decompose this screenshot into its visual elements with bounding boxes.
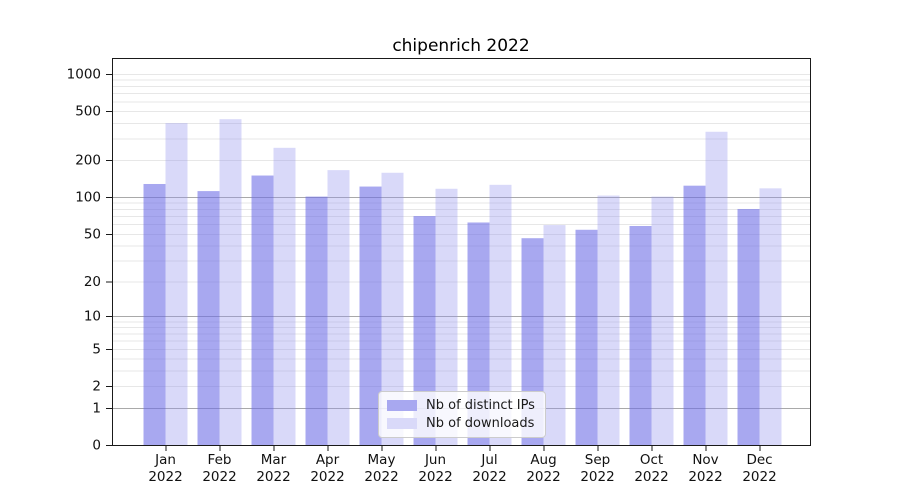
bar-downloads-nov [705,131,728,445]
bar-downloads-jan [165,123,188,446]
y-tick-label: 50 [84,226,101,242]
bar-downloads-jul [489,184,512,445]
legend-swatch-downloads-icon [387,418,417,429]
bar-distinct-ips-oct [629,226,652,445]
bar-distinct-ips-dec [737,208,760,445]
bar-distinct-ips-apr [305,196,328,445]
x-tick-label-dec: Dec 2022 [742,452,776,485]
x-tick-label-aug: Aug 2022 [526,452,560,485]
bar-downloads-aug [543,225,566,445]
y-tick-label: 500 [75,104,101,120]
legend-swatch-distinct-ips-icon [387,400,417,411]
y-tick-label: 0 [92,438,101,454]
y-tick-label: 20 [84,274,101,290]
x-tick-label-jul: Jul 2022 [472,452,506,485]
bar-downloads-mar [273,147,296,445]
x-tick-label-jan: Jan 2022 [148,452,182,485]
bar-downloads-jun [435,188,458,446]
bar-distinct-ips-jul [467,222,490,445]
x-tick-label-apr: Apr 2022 [310,452,344,485]
y-tick-label: 1 [92,400,101,416]
x-tick-label-may: May 2022 [364,452,398,485]
bar-distinct-ips-sep [575,229,598,445]
bar-distinct-ips-jan [143,183,166,446]
y-tick-label: 200 [75,153,101,169]
chart-title: chipenrich 2022 [392,36,530,56]
y-tick-label: 2 [92,378,101,394]
y-tick-label: 100 [75,190,101,206]
x-tick-label-jun: Jun 2022 [418,452,452,485]
plot-border [112,58,811,446]
y-tick-label: 10 [84,309,101,325]
x-tick-label-feb: Feb 2022 [202,452,236,485]
bar-distinct-ips-nov [683,185,706,445]
y-tick-label: 5 [92,341,101,357]
legend-item-distinct-ips: Nb of distinct IPs [387,399,545,412]
bar-distinct-ips-feb [197,191,220,445]
bar-downloads-dec [759,188,782,445]
x-tick-label-sep: Sep 2022 [580,452,614,485]
legend-label-distinct-ips: Nb of distinct IPs [426,398,535,413]
bar-distinct-ips-may [359,186,382,445]
bar-distinct-ips-mar [251,175,274,445]
legend: Nb of distinct IPs Nb of downloads [378,391,546,438]
bar-distinct-ips-jun [413,216,436,445]
bar-downloads-feb [219,119,242,446]
x-tick-label-mar: Mar 2022 [256,452,290,485]
bar-downloads-apr [327,170,350,445]
y-tick-label: 1000 [67,66,101,82]
x-tick-label-nov: Nov 2022 [688,452,722,485]
bar-downloads-sep [597,195,620,445]
x-tick-label-oct: Oct 2022 [634,452,668,485]
bar-downloads-oct [651,196,674,445]
bar-downloads-may [381,172,404,445]
legend-label-downloads: Nb of downloads [426,416,535,431]
legend-item-downloads: Nb of downloads [387,417,545,430]
